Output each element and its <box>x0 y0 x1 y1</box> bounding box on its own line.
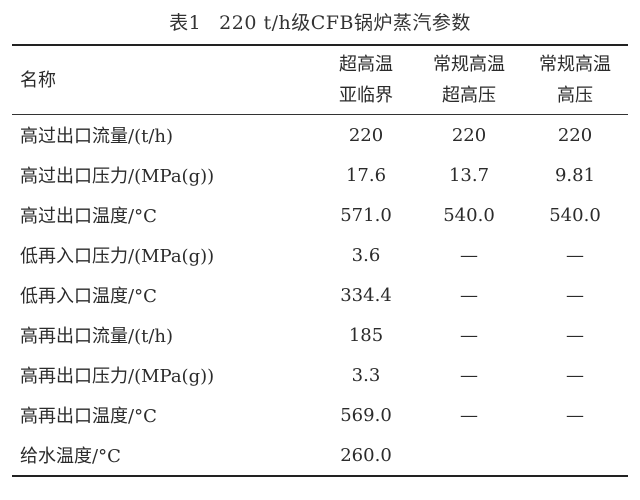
cell-col2: — <box>460 364 478 386</box>
table-row: 高再出口温度/°C 569.0 — — <box>12 395 628 435</box>
cell-col2: — <box>460 324 478 346</box>
table-row: 给水温度/°C 260.0 <box>12 435 628 477</box>
steam-parameters-table: 名称 超高温 亚临界 常规高温 超高压 常规高温 高压 高过出口流量/(t/h)… <box>12 44 628 477</box>
cell-col3: — <box>566 284 584 306</box>
cell-col1: 185 <box>348 324 384 346</box>
header-col1: 超高温 亚临界 <box>316 44 416 115</box>
table-caption-label: 表1 <box>169 12 202 34</box>
header-row: 名称 超高温 亚临界 常规高温 超高压 常规高温 高压 <box>12 44 628 115</box>
row-name: 高过出口流量/(t/h) <box>20 126 173 147</box>
cell-col2 <box>416 435 522 477</box>
cell-col3: — <box>566 244 584 266</box>
header-col2: 常规高温 超高压 <box>416 44 522 115</box>
header-col1-line2: 亚临界 <box>339 85 393 106</box>
table-row: 高再出口压力/(MPa(g)) 3.3 — — <box>12 355 628 395</box>
cell-col3: — <box>566 404 584 426</box>
cell-col2: — <box>460 404 478 426</box>
row-name: 高过出口压力/(MPa(g)) <box>20 166 215 187</box>
cell-col1: 569.0 <box>340 404 392 426</box>
cell-col3: 220 <box>557 124 593 146</box>
table-caption-title: 220 t/h级CFB锅炉蒸汽参数 <box>219 12 471 34</box>
table-body: 高过出口流量/(t/h) 220 220 220 高过出口压力/(MPa(g))… <box>12 115 628 477</box>
table-row: 高再出口流量/(t/h) 185 — — <box>12 315 628 355</box>
row-name: 高再出口温度/°C <box>20 406 157 427</box>
row-name: 低再入口压力/(MPa(g)) <box>20 246 215 267</box>
table-caption: 表1 220 t/h级CFB锅炉蒸汽参数 <box>0 8 640 35</box>
cell-col2: — <box>460 284 478 306</box>
cell-col2: 13.7 <box>448 164 490 186</box>
cell-col1: 220 <box>348 124 384 146</box>
cell-col2: 220 <box>451 124 487 146</box>
cell-col3: — <box>566 364 584 386</box>
header-col2-line2: 超高压 <box>442 85 496 106</box>
table-row: 高过出口压力/(MPa(g)) 17.6 13.7 9.81 <box>12 155 628 195</box>
table-row: 低再入口温度/°C 334.4 — — <box>12 275 628 315</box>
header-col1-line1: 超高温 <box>339 54 393 75</box>
row-name: 给水温度/°C <box>12 435 316 477</box>
cell-col1: 334.4 <box>340 284 392 306</box>
row-name: 高再出口压力/(MPa(g)) <box>20 366 215 387</box>
cell-col3: 9.81 <box>554 164 596 186</box>
header-col3-line1: 常规高温 <box>539 54 611 75</box>
cell-col3: 540.0 <box>549 204 601 226</box>
header-col3-line2: 高压 <box>557 85 593 106</box>
header-col2-line1: 常规高温 <box>433 54 505 75</box>
cell-col1: 3.3 <box>351 364 381 386</box>
table-row: 高过出口温度/°C 571.0 540.0 540.0 <box>12 195 628 235</box>
cell-col2: — <box>460 244 478 266</box>
row-name: 低再入口温度/°C <box>20 286 157 307</box>
cell-col1: 3.6 <box>351 244 381 266</box>
cell-col1: 17.6 <box>345 164 387 186</box>
cell-col1: 571.0 <box>340 204 392 226</box>
row-name: 高过出口温度/°C <box>20 206 157 227</box>
header-col3: 常规高温 高压 <box>522 44 628 115</box>
cell-col2: 540.0 <box>443 204 495 226</box>
cell-col3 <box>522 435 628 477</box>
cell-col1: 260.0 <box>316 435 416 477</box>
cell-col3: — <box>566 324 584 346</box>
table-row: 低再入口压力/(MPa(g)) 3.6 — — <box>12 235 628 275</box>
table-header: 名称 超高温 亚临界 常规高温 超高压 常规高温 高压 <box>12 44 628 115</box>
row-name: 高再出口流量/(t/h) <box>20 326 173 347</box>
header-name: 名称 <box>12 44 316 115</box>
table-row: 高过出口流量/(t/h) 220 220 220 <box>12 115 628 156</box>
